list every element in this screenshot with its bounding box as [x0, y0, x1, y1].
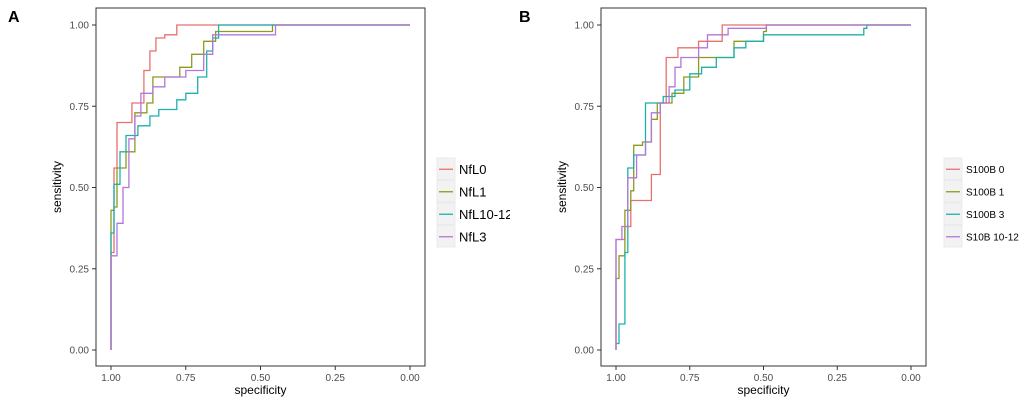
x-tick-label: 0.25 — [326, 373, 346, 384]
x-tick-label: 0.50 — [251, 373, 271, 384]
x-axis-title: specificity — [234, 383, 286, 397]
series-line-nfl0 — [110, 24, 410, 350]
y-tick-label: 0.25 — [70, 264, 90, 275]
series-line-s100b-3 — [616, 24, 911, 345]
legend-label: S100B 0 — [966, 165, 1005, 176]
panel-b: B 1.00 0.75 0.50 0.25 0.00 0.00 0.25 0.50 0.75 1.0… — [511, 0, 1021, 403]
y-tick-label: 0.50 — [70, 183, 90, 194]
y-tick-label: 0.00 — [575, 346, 595, 357]
panel-a: A 1.00 0.75 0.50 0.25 0.00 0.00 0.25 0.50 0.75 1.0… — [0, 0, 512, 403]
legend-label: NfL3 — [459, 229, 486, 244]
legend-label: S100B 3 — [966, 210, 1005, 221]
y-tick-label: 0.75 — [575, 102, 595, 113]
x-tick-label: 0.75 — [176, 373, 196, 384]
y-tick-label: 1.00 — [575, 21, 595, 32]
y-tick-label: 0.75 — [70, 102, 90, 113]
chart-b: B 1.00 0.75 0.50 0.25 0.00 0.00 0.25 0.50 0.75 1.0… — [519, 7, 1019, 397]
x-tick-label: 1.00 — [101, 373, 121, 384]
y-tick-label: 0.25 — [575, 264, 595, 275]
series-line-nfl3 — [110, 24, 410, 350]
y-axis-title: sensitivity — [555, 161, 569, 213]
series-line-nfl10-12 — [110, 24, 410, 350]
legend-label: S100B 1 — [966, 187, 1005, 198]
x-tick-label: 0.75 — [680, 373, 700, 384]
chart-a: A 1.00 0.75 0.50 0.25 0.00 0.00 0.25 0.50 0.75 1.0… — [8, 7, 512, 397]
legend-label: S10B 10-12 — [966, 232, 1019, 243]
x-tick-label: 0.25 — [828, 373, 848, 384]
x-tick-label: 0.00 — [400, 373, 420, 384]
y-tick-label: 0.50 — [575, 183, 595, 194]
x-tick-label: 0.50 — [754, 373, 774, 384]
x-tick-label: 0.00 — [901, 373, 921, 384]
y-axis-title: sensitivity — [50, 161, 64, 213]
panel-label: A — [8, 9, 20, 26]
legend-label: NfL10-12 — [459, 207, 510, 222]
legend-label: NfL0 — [459, 162, 486, 177]
series-line-s10b-10-12 — [615, 24, 911, 350]
panel-label: B — [519, 9, 531, 26]
y-tick-label: 1.00 — [70, 21, 90, 32]
y-tick-label: 0.00 — [70, 346, 90, 357]
legend-label: NfL1 — [459, 184, 486, 199]
plot-frame — [95, 7, 426, 367]
x-tick-label: 1.00 — [606, 373, 626, 384]
x-axis-title: specificity — [737, 383, 789, 397]
plot-frame — [600, 7, 927, 367]
series-line-s100b-1 — [615, 24, 911, 350]
